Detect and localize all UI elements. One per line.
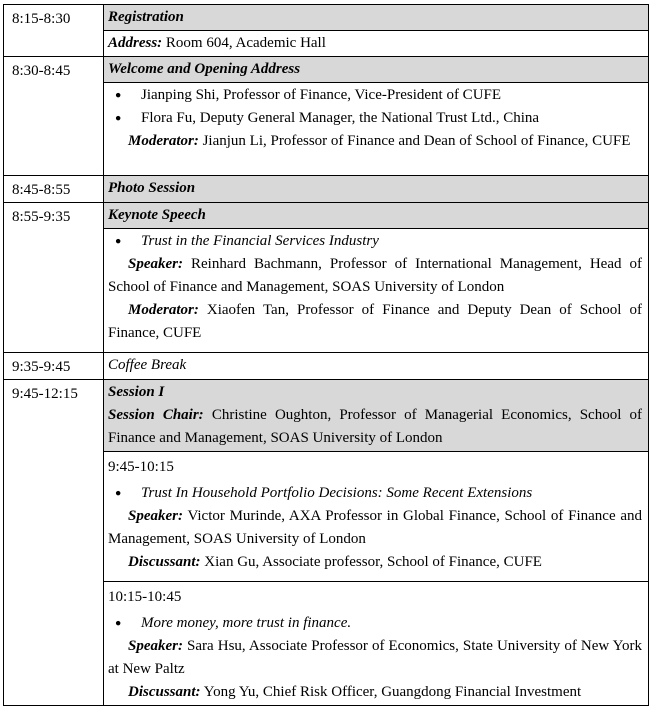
moderator-label: Moderator: <box>128 133 199 149</box>
section-title-welcome: Welcome and Opening Address <box>108 61 301 77</box>
welcome-content-cell: ● Jianping Shi, Professor of Finance, Vi… <box>103 82 649 176</box>
conference-schedule-table: 8:15-8:30 Registration Address: Room 604… <box>3 4 649 706</box>
talk2-time-slot: 10:15-10:45 <box>108 589 182 605</box>
discussant-label: Discussant: <box>128 684 201 700</box>
discussant-value: Yong Yu, Chief Risk Officer, Guangdong F… <box>203 684 582 700</box>
section-title-registration: Registration <box>108 9 184 25</box>
welcome-speaker-1: Jianping Shi, Professor of Finance, Vice… <box>141 87 502 103</box>
talk1-time-slot: 9:45-10:15 <box>108 459 174 475</box>
session1-header-cell: Session I Session Chair: Christine Ought… <box>103 379 649 452</box>
bullet-icon: ● <box>115 113 122 124</box>
bullet-icon: ● <box>115 618 122 629</box>
speaker-label: Speaker: <box>128 256 183 272</box>
keynote-talk-item: ● Trust in the Financial Services Indust… <box>108 230 642 253</box>
moderator-label: Moderator: <box>128 302 199 318</box>
registration-address-cell: Address: Room 604, Academic Hall <box>103 30 649 57</box>
time-cell-coffee: 9:35-9:45 <box>3 352 104 380</box>
section-header-registration: Registration <box>103 4 649 31</box>
session-chair-value: Christine Oughton, Professor of Manageri… <box>108 407 643 446</box>
session1-talk2-cell: 10:15-10:45 ● More money, more trust in … <box>103 581 649 706</box>
talk1-discussant-paragraph: Discussant: Xian Gu, Associate professor… <box>108 551 642 574</box>
time-keynote: 8:55-9:35 <box>12 209 71 225</box>
speaker-value: Victor Murinde, AXA Professor in Global … <box>108 508 642 547</box>
bullet-icon: ● <box>115 90 122 101</box>
address-value: Room 604, Academic Hall <box>165 35 326 51</box>
speaker-value: Reinhard Bachmann, Professor of Internat… <box>108 256 642 295</box>
talk1-title: Trust In Household Portfolio Decisions: … <box>141 485 533 501</box>
section-title-session1: Session I <box>108 384 165 400</box>
session1-talk1-cell: 9:45-10:15 ● Trust In Household Portfoli… <box>103 451 649 582</box>
bullet-icon: ● <box>115 488 122 499</box>
address-label: Address: <box>108 35 163 51</box>
coffee-break-label: Coffee Break <box>108 357 187 373</box>
session1-chair-paragraph: Session Chair: Christine Oughton, Profes… <box>108 404 642 450</box>
section-title-photo: Photo Session <box>108 180 196 196</box>
keynote-moderator-paragraph: Moderator: Xiaofen Tan, Professor of Fin… <box>108 299 642 345</box>
talk1-title-item: ● Trust In Household Portfolio Decisions… <box>108 482 642 505</box>
keynote-talk-title: Trust in the Financial Services Industry <box>141 233 379 249</box>
talk2-title-item: ● More money, more trust in finance. <box>108 612 642 635</box>
bullet-icon: ● <box>115 236 122 247</box>
talk2-speaker-paragraph: Speaker: Sara Hsu, Associate Professor o… <box>108 635 642 681</box>
time-cell-welcome: 8:30-8:45 <box>3 56 104 176</box>
time-registration: 8:15-8:30 <box>12 11 71 27</box>
section-header-keynote: Keynote Speech <box>103 202 649 229</box>
section-header-welcome: Welcome and Opening Address <box>103 56 649 83</box>
keynote-speaker-paragraph: Speaker: Reinhard Bachmann, Professor of… <box>108 253 642 299</box>
discussant-value: Xian Gu, Associate professor, School of … <box>204 554 542 570</box>
time-coffee: 9:35-9:45 <box>12 359 71 375</box>
discussant-label: Discussant: <box>128 554 201 570</box>
speaker-value: Sara Hsu, Associate Professor of Economi… <box>108 638 642 677</box>
welcome-speaker-2: Flora Fu, Deputy General Manager, the Na… <box>141 110 540 126</box>
welcome-moderator-paragraph: Moderator: Jianjun Li, Professor of Fina… <box>108 130 642 153</box>
time-cell-photo: 8:45-8:55 <box>3 175 104 203</box>
moderator-value: Jianjun Li, Professor of Finance and Dea… <box>202 133 631 149</box>
session-chair-label: Session Chair: <box>108 407 204 423</box>
talk2-title: More money, more trust in finance. <box>141 615 352 631</box>
time-photo: 8:45-8:55 <box>12 182 71 198</box>
section-header-photo: Photo Session <box>103 175 649 203</box>
talk1-speaker-paragraph: Speaker: Victor Murinde, AXA Professor i… <box>108 505 642 551</box>
speaker-label: Speaker: <box>128 638 183 654</box>
coffee-break-cell: Coffee Break <box>103 352 649 380</box>
time-session1: 9:45-12:15 <box>12 386 78 402</box>
welcome-speaker-item-2: ● Flora Fu, Deputy General Manager, the … <box>108 107 642 130</box>
speaker-label: Speaker: <box>128 508 183 524</box>
time-cell-registration: 8:15-8:30 <box>3 4 104 57</box>
keynote-content-cell: ● Trust in the Financial Services Indust… <box>103 228 649 353</box>
time-cell-keynote: 8:55-9:35 <box>3 202 104 353</box>
section-title-keynote: Keynote Speech <box>108 207 206 223</box>
welcome-speaker-item-1: ● Jianping Shi, Professor of Finance, Vi… <box>108 84 642 107</box>
moderator-value: Xiaofen Tan, Professor of Finance and De… <box>108 302 642 341</box>
time-welcome: 8:30-8:45 <box>12 63 71 79</box>
talk2-discussant-paragraph: Discussant: Yong Yu, Chief Risk Officer,… <box>108 681 642 704</box>
time-cell-session1: 9:45-12:15 <box>3 379 104 706</box>
